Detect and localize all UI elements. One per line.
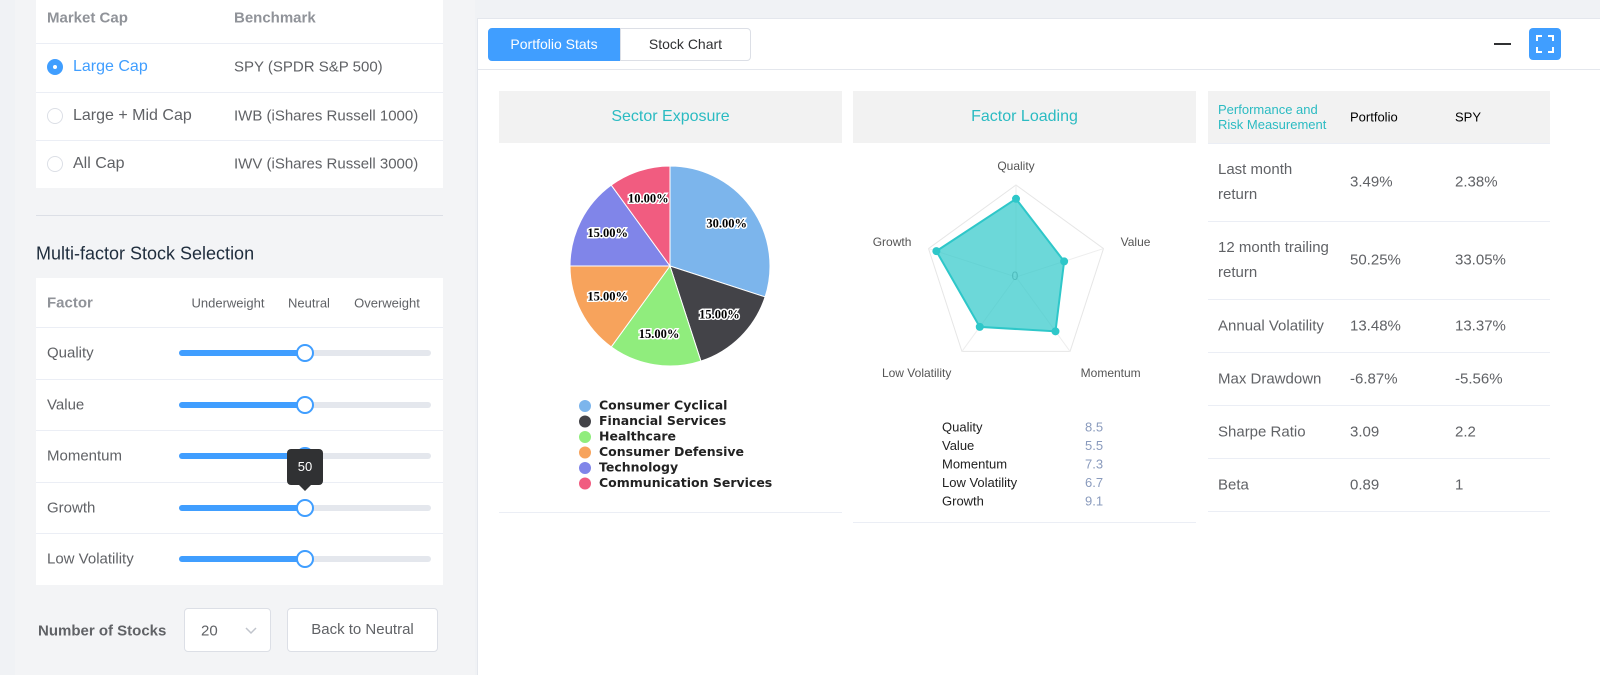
minimize[interactable] — [1494, 43, 1511, 45]
tooltip-arrow — [299, 484, 311, 491]
perf-value: 2.38% — [1455, 173, 1498, 191]
slider-fill — [179, 453, 305, 460]
perf-value: 50.25% — [1350, 251, 1401, 269]
fullscreen-icon — [1536, 35, 1554, 53]
row-line — [1208, 221, 1550, 222]
card-line — [499, 512, 842, 513]
select-value: 20 — [201, 622, 218, 640]
benchmark: SPY (SPDR S&P 500) — [234, 58, 383, 76]
row-line — [36, 140, 443, 141]
slider-handle[interactable] — [296, 550, 314, 569]
row-line — [1208, 352, 1550, 353]
row-line — [1208, 299, 1550, 300]
chart-title: Factor Loading — [971, 108, 1078, 125]
radio-label[interactable]: Large + Mid Cap — [73, 106, 192, 124]
card-line — [853, 522, 1196, 523]
perf-label: Annual Volatility — [1218, 317, 1324, 334]
back-to-neutral[interactable]: Back to Neutral — [287, 608, 438, 652]
header-cell: Neutral — [288, 295, 330, 311]
row-line — [36, 91, 443, 93]
tooltip: 50 — [287, 448, 323, 485]
row-line — [1208, 405, 1550, 406]
perf-value: 1 — [1455, 476, 1464, 493]
factor-label: Low Volatility — [47, 550, 134, 568]
divider — [36, 215, 443, 216]
perf-value: 0.89 — [1350, 476, 1380, 493]
section-title: Multi-factor Stock Selection — [36, 243, 255, 264]
perf-value: 2.2 — [1455, 423, 1476, 440]
radio-dot — [53, 65, 57, 69]
sector-header: Sector Exposure — [499, 91, 842, 143]
row-line — [36, 481, 443, 483]
factor-header: Factor Loading — [853, 91, 1196, 143]
stocks-select[interactable]: 20 — [184, 608, 271, 652]
benchmark: IWV (iShares Russell 3000) — [234, 155, 419, 173]
slider-handle[interactable] — [296, 498, 314, 517]
perf-value: 13.37% — [1455, 317, 1506, 334]
radio-label[interactable]: All Cap — [73, 155, 125, 172]
perf-value: 33.05% — [1455, 251, 1506, 269]
row-line — [36, 43, 443, 44]
factor-label: Growth — [47, 499, 96, 517]
perf-value: 3.49% — [1350, 173, 1393, 191]
row-line — [36, 327, 443, 328]
factor-label: Quality — [47, 344, 94, 362]
radio[interactable] — [47, 107, 63, 124]
perf-value: 13.48% — [1350, 317, 1401, 334]
toolbar-line — [477, 69, 1600, 70]
radio-label[interactable]: Large Cap — [73, 58, 148, 75]
perf-label: Last month return — [1218, 161, 1293, 203]
row-line — [1208, 511, 1550, 512]
stocks-label: Number of Stocks — [38, 622, 167, 640]
perf-label: Beta — [1218, 476, 1249, 493]
chart-title: Sector Exposure — [611, 108, 730, 125]
perf-label: Max Drawdown — [1218, 370, 1322, 387]
factor-label: Value — [47, 396, 85, 414]
radio[interactable] — [47, 156, 63, 172]
perf-header: Performance and Risk Measurement — [1218, 102, 1327, 132]
perf-header: SPY — [1455, 109, 1482, 125]
row-line — [36, 533, 443, 535]
slider-handle[interactable] — [296, 395, 314, 414]
header-cell-main: Factor — [47, 294, 93, 312]
header-cell: Benchmark — [234, 9, 316, 27]
benchmark: IWB (iShares Russell 1000) — [234, 107, 419, 124]
tab[interactable]: Portfolio Stats — [488, 28, 620, 61]
market-cap-card — [36, 0, 443, 188]
row-line — [1208, 143, 1550, 144]
fullscreen[interactable] — [1529, 28, 1561, 60]
slider-fill — [179, 504, 305, 511]
slider-handle[interactable] — [296, 344, 314, 362]
perf-value: 3.09 — [1350, 423, 1380, 440]
perf-label: 12 month trailing return — [1218, 239, 1329, 281]
factor-label: Momentum — [47, 447, 123, 465]
perf-header: Portfolio — [1350, 109, 1398, 125]
tab[interactable]: Stock Chart — [620, 28, 751, 61]
radio[interactable] — [47, 59, 63, 75]
factor-card — [36, 278, 443, 585]
slider-fill — [179, 350, 305, 356]
chevron — [245, 627, 257, 635]
row-line — [36, 378, 443, 380]
header-cell: Underweight — [191, 295, 265, 311]
perf-value: -6.87% — [1350, 370, 1398, 387]
row-line — [36, 430, 443, 432]
slider-fill — [179, 401, 305, 408]
header-cell: Overweight — [354, 295, 420, 311]
slider-fill — [179, 556, 305, 563]
perf-label: Sharpe Ratio — [1218, 423, 1306, 440]
row-line — [1208, 458, 1550, 459]
header-cell: Market Cap — [47, 9, 128, 27]
perf-value: -5.56% — [1455, 370, 1503, 387]
perf-header-band — [1208, 91, 1550, 143]
